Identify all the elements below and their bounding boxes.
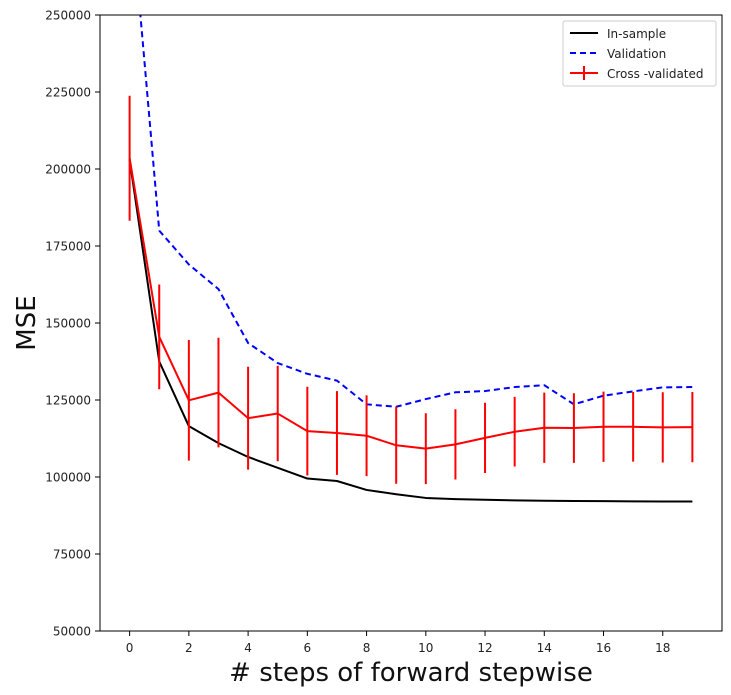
x-tick-label: 6 xyxy=(304,641,312,655)
legend-label-cross-validated: Cross -validated xyxy=(607,67,704,81)
series-line-cross-validated xyxy=(128,158,693,450)
x-tick-label: 8 xyxy=(363,641,371,655)
y-tick-label: 150000 xyxy=(45,317,91,331)
x-tick-label: 14 xyxy=(537,641,552,655)
plot-background xyxy=(100,15,722,631)
x-tick-label: 2 xyxy=(185,641,193,655)
y-tick-label: 125000 xyxy=(45,394,91,408)
series-line-validation xyxy=(139,15,693,408)
legend-label-in-sample: In-sample xyxy=(607,27,666,41)
plot-frame xyxy=(99,14,723,632)
x-tick-label: 0 xyxy=(126,641,134,655)
x-tick-label: 10 xyxy=(418,641,433,655)
legend-box xyxy=(562,20,717,87)
y-tick-label: 50000 xyxy=(53,625,91,639)
legend: In-sample Validation Cross -validated xyxy=(562,20,717,87)
x-tick-label: 18 xyxy=(655,641,670,655)
y-tick-label: 100000 xyxy=(45,471,91,485)
series-line-in-sample xyxy=(128,159,693,503)
y-tick-label: 175000 xyxy=(45,240,91,254)
y-tick-label: 250000 xyxy=(45,9,91,23)
legend-label-validation: Validation xyxy=(607,47,666,61)
x-tick-label: 4 xyxy=(244,641,252,655)
y-tick-label: 225000 xyxy=(45,86,91,100)
x-axis-title: # steps of forward stepwise xyxy=(229,658,593,688)
y-tick-label: 200000 xyxy=(45,163,91,177)
y-axis-title: MSE xyxy=(12,295,42,350)
x-tick-label: 16 xyxy=(596,641,611,655)
x-tick-label: 12 xyxy=(477,641,492,655)
y-tick-label: 75000 xyxy=(53,548,91,562)
